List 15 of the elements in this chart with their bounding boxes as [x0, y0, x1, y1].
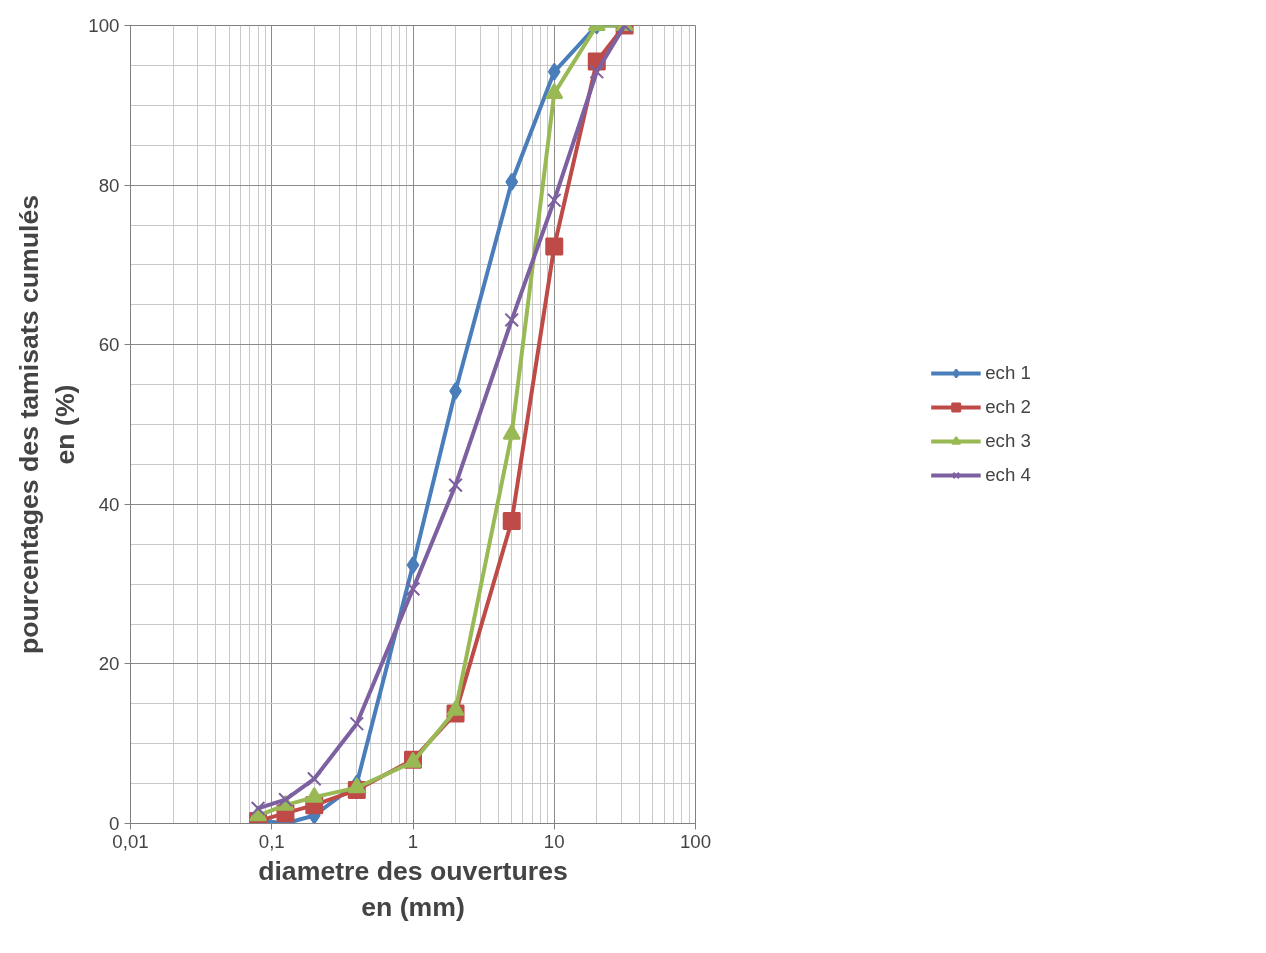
y-tick-label: 40 [98, 493, 120, 515]
x-tick-label: 100 [679, 830, 712, 852]
y-tick-label: 60 [98, 334, 120, 356]
x-tick-label: 1 [407, 830, 419, 852]
x-tick-label: 10 [543, 830, 565, 852]
x-axis-title: diametre des ouvertures en (mm) [258, 855, 568, 922]
legend-label: ech 4 [985, 464, 1031, 486]
y-tick-label: 100 [88, 15, 120, 36]
y-tick-label: 20 [98, 653, 120, 675]
legend-label: ech 2 [985, 396, 1031, 418]
legend-label: ech 3 [985, 430, 1031, 452]
y-tick-label: 80 [98, 174, 120, 196]
y-axis-title: pourcentages des tamisats cumulés en (%) [14, 194, 81, 655]
legend-label: ech 1 [985, 362, 1031, 384]
x-tick-label: 0,1 [258, 830, 285, 852]
